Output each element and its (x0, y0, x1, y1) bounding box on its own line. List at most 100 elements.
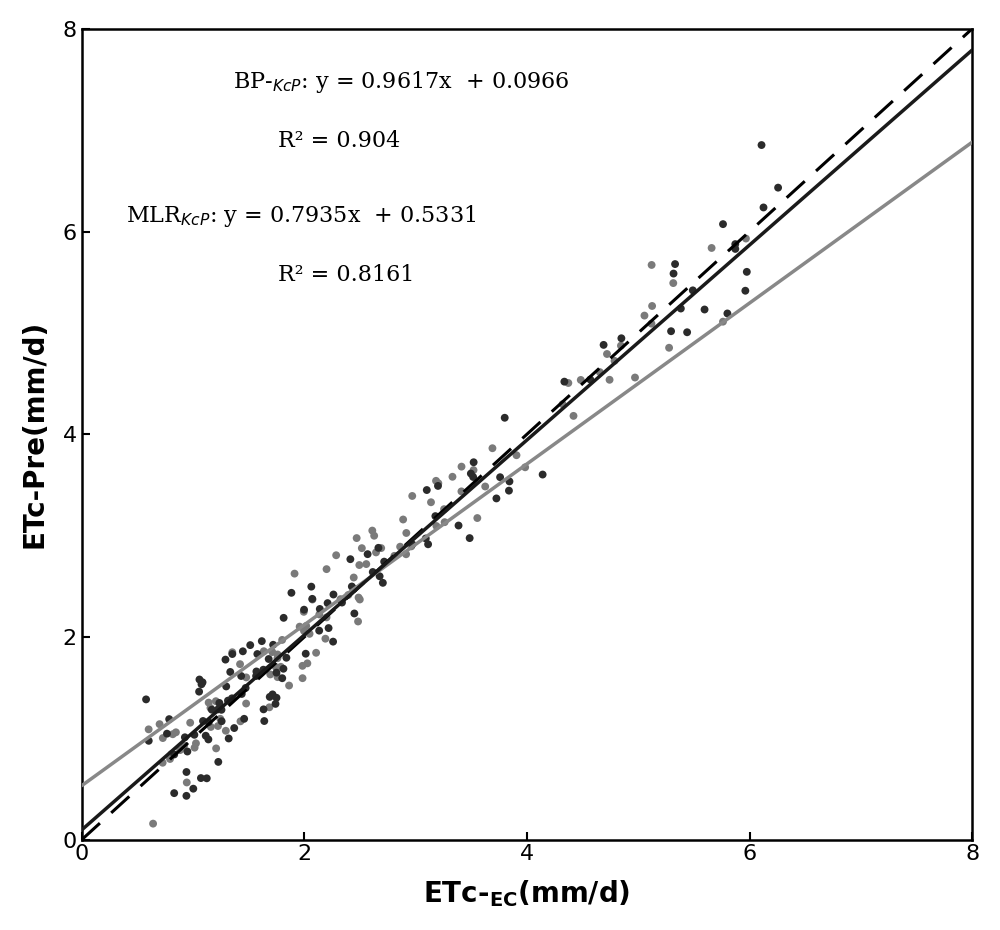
X-axis label: ETc-$_{\mathbf{EC}}$(mm/d): ETc-$_{\mathbf{EC}}$(mm/d) (423, 878, 631, 910)
Point (643, 316, 659, 331)
Point (465, 470, 481, 485)
Point (235, 644, 251, 658)
Point (428, 519, 444, 534)
Point (365, 565, 381, 579)
Point (242, 638, 258, 653)
Point (685, 283, 701, 298)
Point (218, 679, 234, 694)
Point (265, 687, 281, 702)
Point (162, 751, 178, 766)
Point (278, 650, 294, 665)
Point (428, 473, 444, 488)
Point (462, 531, 478, 546)
Point (715, 217, 731, 232)
Point (566, 408, 582, 423)
Point (298, 646, 314, 661)
Point (373, 540, 389, 555)
Point (202, 700, 218, 715)
Point (232, 657, 248, 671)
Point (661, 340, 677, 355)
Point (320, 596, 336, 611)
Point (366, 528, 382, 543)
Point (256, 713, 272, 728)
Point (248, 664, 264, 679)
Point (325, 587, 341, 602)
Point (351, 558, 367, 573)
Point (430, 476, 446, 491)
Point (319, 562, 335, 577)
Point (517, 459, 533, 474)
Point (296, 623, 312, 638)
Point (328, 548, 344, 563)
Point (195, 713, 211, 728)
Point (354, 540, 370, 555)
Point (304, 592, 320, 607)
Point (200, 732, 216, 747)
Point (268, 665, 284, 680)
Point (292, 619, 308, 634)
Point (267, 697, 283, 711)
Point (321, 620, 337, 635)
Point (270, 647, 286, 662)
Point (372, 569, 388, 584)
Point (352, 592, 368, 607)
Point (667, 257, 683, 272)
Point (451, 518, 467, 533)
Point (673, 301, 689, 316)
Point (325, 634, 341, 649)
Point (508, 447, 524, 462)
Point (754, 138, 770, 153)
Point (386, 549, 402, 564)
Point (704, 241, 720, 256)
Point (155, 755, 171, 770)
Point (469, 511, 485, 525)
Point (201, 695, 217, 710)
Point (232, 714, 248, 729)
Point (191, 684, 207, 699)
Point (193, 771, 209, 786)
Point (423, 495, 439, 510)
Point (211, 696, 227, 711)
Point (238, 696, 254, 711)
Point (368, 545, 384, 560)
Point (592, 365, 608, 379)
Point (444, 470, 460, 485)
Point (555, 397, 571, 412)
Point (238, 670, 254, 684)
Point (176, 737, 192, 752)
Point (141, 734, 157, 749)
Point (727, 242, 743, 257)
Point (203, 720, 219, 735)
Point (727, 236, 743, 251)
Point (270, 670, 286, 684)
Text: MLR$_{KcP}$: y = 0.7935x  + 0.5331: MLR$_{KcP}$: y = 0.7935x + 0.5331 (126, 203, 477, 229)
Point (697, 302, 713, 317)
Point (281, 678, 297, 693)
Point (463, 466, 479, 481)
Point (255, 662, 271, 677)
Point (340, 588, 356, 603)
Text: R² = 0.904: R² = 0.904 (278, 130, 400, 153)
Point (613, 331, 629, 346)
Point (256, 702, 272, 717)
Point (436, 501, 452, 516)
Point (334, 595, 350, 610)
Point (269, 651, 285, 666)
Point (346, 570, 362, 585)
Point (166, 786, 182, 801)
Point (220, 693, 236, 708)
Point (234, 686, 250, 701)
Y-axis label: ETc-Pre(mm/d): ETc-Pre(mm/d) (21, 320, 49, 549)
Point (262, 667, 278, 682)
Point (265, 637, 281, 652)
Point (375, 576, 391, 591)
Point (666, 266, 682, 281)
Point (560, 376, 576, 391)
Point (418, 531, 434, 546)
Point (644, 258, 660, 272)
Point (398, 547, 414, 562)
Point (224, 691, 240, 706)
Point (344, 579, 360, 594)
Point (501, 474, 517, 489)
Point (210, 719, 226, 734)
